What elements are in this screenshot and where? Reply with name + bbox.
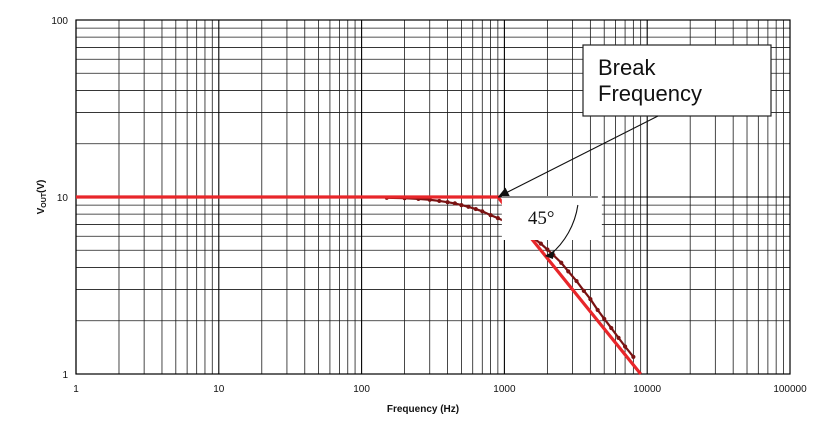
- measured-point: [437, 198, 442, 204]
- measured-point: [574, 278, 579, 284]
- y-axis-title-main: V: [36, 207, 47, 214]
- measured-point: [602, 316, 607, 321]
- measured-point: [452, 201, 457, 206]
- angle-label: 45°: [528, 208, 555, 229]
- x-tick-label: 10: [213, 384, 225, 395]
- measured-point: [559, 260, 564, 265]
- measured-point: [445, 200, 450, 205]
- x-axis-title: Frequency (Hz): [387, 404, 459, 415]
- y-tick-label: 1: [62, 370, 68, 381]
- callout-arrow-head: [497, 187, 510, 197]
- y-axis-title: VOUT(V): [36, 180, 48, 215]
- x-tick-label: 100: [353, 384, 370, 395]
- measured-point: [631, 354, 636, 359]
- x-tick-label: 1000: [493, 384, 516, 395]
- measured-point: [609, 325, 614, 331]
- measured-point: [427, 197, 432, 202]
- measured-point: [616, 335, 621, 340]
- callout-label-line1: Break: [598, 55, 656, 80]
- measured-point: [473, 206, 478, 212]
- measured-point: [466, 204, 471, 209]
- measured-point: [581, 288, 586, 293]
- callout-label-line2: Frequency: [598, 81, 702, 106]
- break-frequency-callout-box: [582, 44, 772, 117]
- angle-arc-arrowhead: [544, 250, 555, 259]
- measured-point: [566, 269, 571, 274]
- y-axis-title-tail: (V): [36, 180, 47, 193]
- tick-labels: 1 10 100 1000 10000 100000 1 10 100: [51, 16, 807, 395]
- measured-point: [622, 344, 628, 349]
- y-tick-label: 10: [57, 193, 69, 204]
- measured-point: [595, 307, 600, 313]
- measured-point: [588, 296, 593, 302]
- angle-label-mask: [501, 196, 602, 240]
- measured-point: [459, 202, 464, 208]
- y-axis-title-subscript: OUT: [41, 192, 48, 208]
- annotation-layer: Break Frequency 45°: [497, 44, 772, 259]
- x-tick-label: 100000: [773, 384, 807, 395]
- x-tick-label: 1: [73, 384, 79, 395]
- measured-point: [538, 241, 543, 246]
- measured-point: [480, 209, 485, 214]
- measured-point: [495, 215, 500, 221]
- callout-arrow-line: [500, 115, 659, 197]
- measured-point: [545, 247, 550, 252]
- x-tick-label: 10000: [633, 384, 661, 395]
- measured-point: [488, 213, 493, 218]
- y-tick-label: 100: [51, 16, 68, 27]
